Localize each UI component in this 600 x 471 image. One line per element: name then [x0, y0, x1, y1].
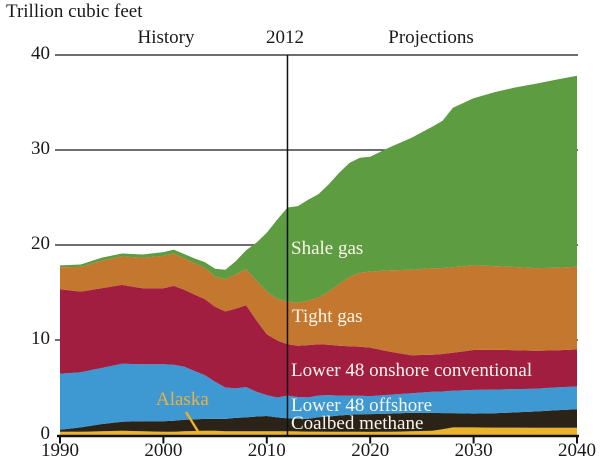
series-label-tight-gas: Tight gas	[292, 306, 363, 327]
alaska-leader-line	[184, 411, 201, 434]
history-section-label: History	[137, 27, 195, 48]
x-tick-label-2040: 2040	[558, 440, 596, 461]
area-coalbed-methane	[60, 409, 577, 432]
area-tight-gas	[60, 253, 577, 356]
x-tick-label-2000: 2000	[144, 440, 183, 461]
series-label-coalbed-methane: Coalbed methane	[291, 413, 424, 434]
area-lower-48-offshore	[60, 363, 577, 430]
x-tick-label-1990: 1990	[41, 440, 79, 461]
area-shale-gas	[60, 75, 577, 303]
y-tick-label-20: 20	[31, 233, 50, 254]
series-label-alaska: Alaska	[156, 389, 209, 410]
x-tick-label-2010: 2010	[247, 440, 286, 461]
chart-title: Trillion cubic feet	[6, 1, 143, 22]
projections-section-label: Projections	[388, 27, 474, 48]
y-tick-label-30: 30	[31, 138, 50, 159]
series-label-lower48-onshore-conventional: Lower 48 onshore conventional	[291, 360, 533, 381]
series-label-shale-gas: Shale gas	[291, 238, 364, 259]
area-lower-48-onshore-conventional	[60, 284, 577, 398]
y-tick-label-0: 0	[40, 423, 51, 444]
x-tick-label-2020: 2020	[351, 440, 390, 461]
y-tick-label-40: 40	[31, 43, 50, 64]
area-alaska	[60, 427, 577, 435]
x-tick-label-2030: 2030	[454, 440, 493, 461]
series-label-lower48-offshore: Lower 48 offshore	[291, 395, 433, 416]
divider-year-label: 2012	[266, 27, 304, 48]
y-tick-label-10: 10	[31, 328, 50, 349]
